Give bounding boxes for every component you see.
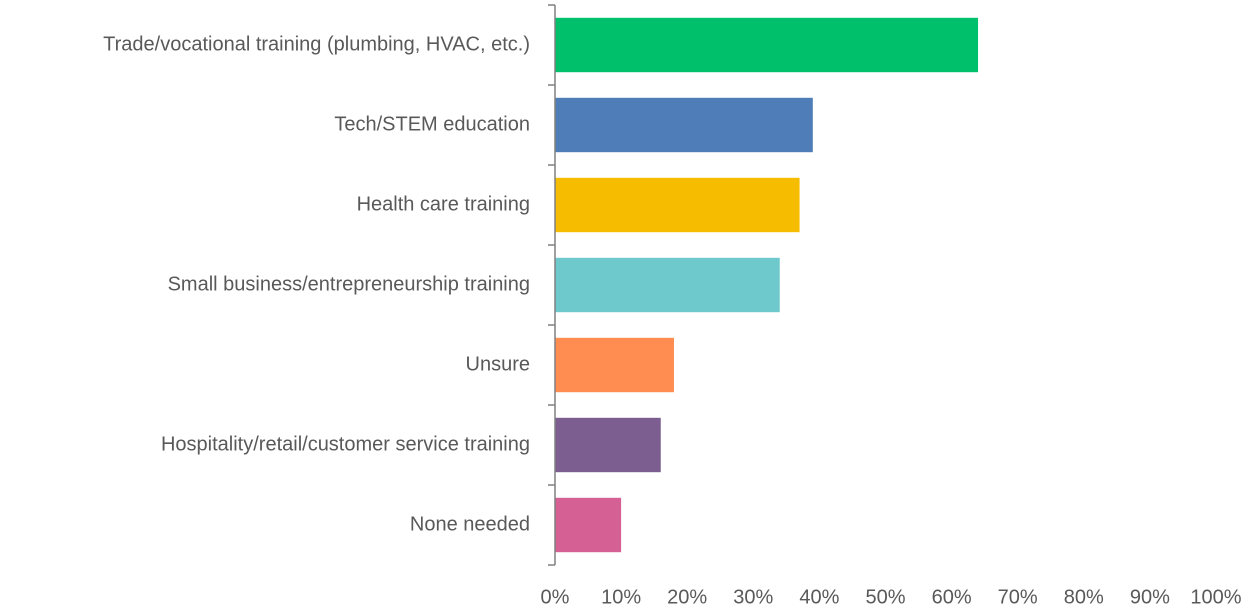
x-tick-label: 80% [1064, 586, 1104, 608]
bar [555, 97, 813, 153]
y-tick-label: Tech/STEM education [334, 113, 530, 135]
x-tick-label: 30% [733, 586, 773, 608]
bar [555, 497, 622, 553]
bar [555, 417, 661, 473]
x-tick-label: 50% [865, 586, 905, 608]
x-tick-label: 10% [601, 586, 641, 608]
y-tick-label: Unsure [466, 353, 530, 375]
x-tick-label: 70% [998, 586, 1038, 608]
x-tick-label: 20% [667, 586, 707, 608]
y-tick-label: Small business/entrepreneurship training [168, 273, 530, 295]
x-tick-label: 40% [799, 586, 839, 608]
bar [555, 17, 979, 73]
x-tick-label: 0% [541, 586, 570, 608]
y-tick-label: Hospitality/retail/customer service trai… [161, 433, 530, 455]
x-tick-label: 100% [1190, 586, 1241, 608]
bar [555, 257, 780, 313]
bar [555, 337, 674, 393]
y-tick-label: Health care training [357, 193, 530, 215]
y-tick-label: None needed [410, 513, 530, 535]
x-tick-label: 60% [932, 586, 972, 608]
bar [555, 177, 800, 233]
y-tick-label: Trade/vocational training (plumbing, HVA… [103, 33, 530, 55]
x-tick-label: 90% [1130, 586, 1170, 608]
